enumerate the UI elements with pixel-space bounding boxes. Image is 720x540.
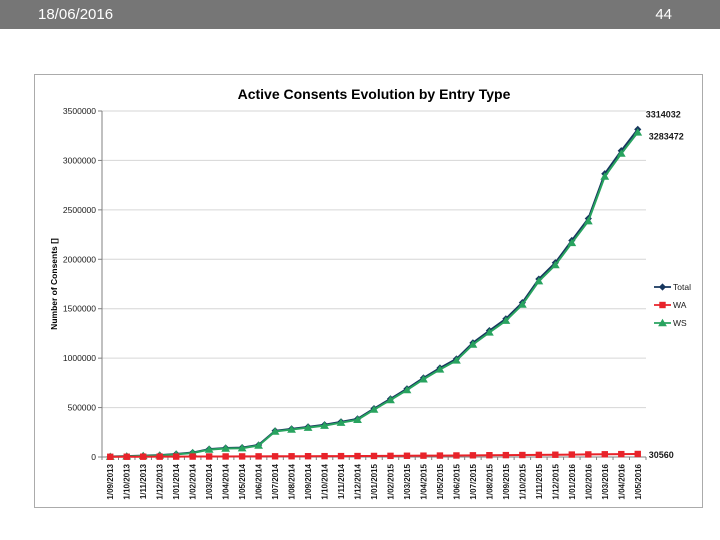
consents-chart: Active Consents Evolution by Entry Type N… bbox=[49, 86, 691, 500]
x-tick-label: 1/02/2015 bbox=[386, 463, 395, 499]
data-label-wa: 30560 bbox=[649, 450, 674, 460]
y-tick-label: 2000000 bbox=[63, 254, 96, 264]
y-tick-label: 500000 bbox=[68, 403, 97, 413]
chart-legend bbox=[654, 283, 671, 327]
page-number: 44 bbox=[655, 6, 672, 23]
x-tick-label: 1/02/2014 bbox=[189, 463, 198, 499]
y-tick-label: 1000000 bbox=[63, 353, 96, 363]
x-tick-label: 1/12/2014 bbox=[354, 463, 363, 499]
x-tick-label: 1/09/2013 bbox=[106, 463, 115, 499]
x-tick-label: 1/06/2014 bbox=[255, 463, 264, 499]
x-tick-label: 1/01/2014 bbox=[172, 463, 181, 499]
series-wa bbox=[107, 450, 641, 461]
header-bar: 18/06/2016 44 bbox=[0, 0, 720, 29]
y-tick-label: 3500000 bbox=[63, 106, 96, 116]
chart-title: Active Consents Evolution by Entry Type bbox=[238, 86, 511, 102]
x-tick-label: 1/09/2014 bbox=[304, 463, 313, 499]
legend-label-total: Total bbox=[673, 282, 691, 292]
x-tick-label: 1/10/2015 bbox=[518, 463, 527, 499]
series-ws bbox=[105, 128, 643, 460]
x-tick-label: 1/03/2016 bbox=[601, 463, 610, 499]
x-tick-label: 1/08/2014 bbox=[288, 463, 297, 499]
x-tick-label: 1/12/2015 bbox=[551, 463, 560, 499]
x-tick-label: 1/07/2015 bbox=[469, 463, 478, 499]
legend-label-wa: WA bbox=[673, 300, 687, 310]
x-tick-label: 1/03/2014 bbox=[205, 463, 214, 499]
slide-date: 18/06/2016 bbox=[38, 6, 114, 23]
y-axis-title: Number of Consents [] bbox=[49, 238, 59, 330]
x-tick-label: 1/12/2013 bbox=[156, 463, 165, 499]
x-tick-label: 1/09/2015 bbox=[502, 463, 511, 499]
chart-box: Active Consents Evolution by Entry Type N… bbox=[34, 74, 703, 508]
data-label-total: 3314032 bbox=[646, 109, 681, 119]
y-tick-label: 1500000 bbox=[63, 304, 96, 314]
x-tick-label: 1/11/2013 bbox=[139, 463, 148, 499]
y-tick-label: 3000000 bbox=[63, 155, 96, 165]
x-tick-label: 1/04/2014 bbox=[222, 463, 231, 499]
x-tick-label: 1/01/2015 bbox=[370, 463, 379, 499]
x-tick-label: 1/03/2015 bbox=[403, 463, 412, 499]
x-tick-label: 1/08/2015 bbox=[485, 463, 494, 499]
data-label-ws: 3283472 bbox=[649, 131, 684, 141]
x-tick-label: 1/04/2016 bbox=[617, 463, 626, 499]
x-tick-label: 1/02/2016 bbox=[584, 463, 593, 499]
x-tick-label: 1/05/2015 bbox=[436, 463, 445, 499]
gridlines bbox=[98, 110, 646, 458]
x-tick-label: 1/11/2015 bbox=[535, 463, 544, 499]
x-tick-label: 1/04/2015 bbox=[419, 463, 428, 499]
x-tick-label: 1/05/2016 bbox=[634, 463, 643, 499]
legend-label-ws: WS bbox=[673, 318, 687, 328]
x-tick-label: 1/11/2014 bbox=[337, 463, 346, 499]
x-tick-label: 1/10/2014 bbox=[321, 463, 330, 499]
y-tick-label: 2500000 bbox=[63, 205, 96, 215]
x-tick-label: 1/10/2013 bbox=[123, 463, 132, 499]
x-tick-label: 1/06/2015 bbox=[452, 463, 461, 499]
x-tick-label: 1/07/2014 bbox=[271, 463, 280, 499]
x-tick-label: 1/01/2016 bbox=[568, 463, 577, 499]
x-tick-label: 1/05/2014 bbox=[238, 463, 247, 499]
y-tick-label: 0 bbox=[91, 452, 96, 462]
